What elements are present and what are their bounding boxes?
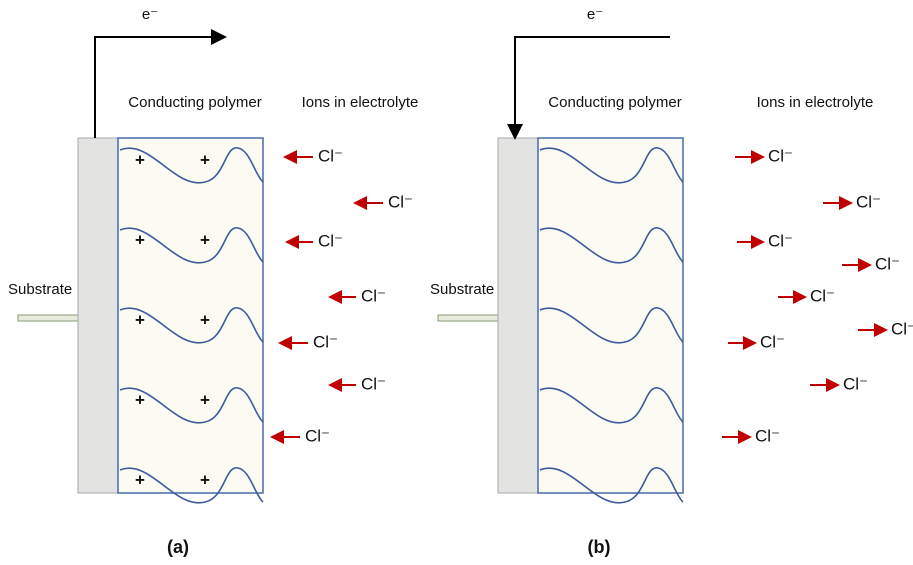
ion: Cl⁻ xyxy=(361,286,386,305)
polymer-chain xyxy=(119,227,264,264)
substrate-label: Substrate xyxy=(430,281,494,298)
ions-title: Ions in electrolyte xyxy=(757,94,874,111)
charge: + xyxy=(200,230,210,249)
ion: Cl⁻ xyxy=(305,426,330,445)
substrate xyxy=(77,137,119,494)
panel-label: (a) xyxy=(167,537,189,557)
charge: + xyxy=(135,230,145,249)
ion: Cl⁻ xyxy=(810,286,835,305)
polymer-chain xyxy=(119,467,264,504)
ion: Cl⁻ xyxy=(768,231,793,250)
ion: Cl⁻ xyxy=(755,426,780,445)
charge: + xyxy=(135,310,145,329)
polymer-chain xyxy=(539,307,684,344)
polymer-box xyxy=(537,137,684,494)
ion: Cl⁻ xyxy=(388,192,413,211)
charge: + xyxy=(135,470,145,489)
ion: Cl⁻ xyxy=(361,374,386,393)
substrate xyxy=(497,137,539,494)
polymer-chain xyxy=(119,307,264,344)
electron-label: e⁻ xyxy=(587,6,603,23)
charge: + xyxy=(200,470,210,489)
substrate-label: Substrate xyxy=(8,281,72,298)
ion: Cl⁻ xyxy=(318,146,343,165)
charge: + xyxy=(200,150,210,169)
charge: + xyxy=(135,150,145,169)
substrate-lead xyxy=(17,314,79,322)
panel-label: (b) xyxy=(588,537,611,557)
polymer-title: Conducting polymer xyxy=(128,94,261,111)
polymer-chain xyxy=(119,387,264,424)
ion: Cl⁻ xyxy=(313,332,338,351)
ion: Cl⁻ xyxy=(318,231,343,250)
ions-title: Ions in electrolyte xyxy=(302,94,419,111)
polymer-title: Conducting polymer xyxy=(548,94,681,111)
substrate-lead xyxy=(437,314,499,322)
charge: + xyxy=(200,310,210,329)
electron-label: e⁻ xyxy=(142,6,158,23)
charge: + xyxy=(135,390,145,409)
ion: Cl⁻ xyxy=(875,254,900,273)
charge: + xyxy=(200,390,210,409)
wire xyxy=(94,29,227,138)
polymer-chain xyxy=(539,467,684,504)
polymer-chain xyxy=(539,227,684,264)
polymer-chain xyxy=(539,387,684,424)
ion: Cl⁻ xyxy=(760,332,785,351)
polymer-chain xyxy=(539,147,684,184)
polymer-chain xyxy=(119,147,264,184)
polymer-box xyxy=(117,137,264,494)
wire xyxy=(507,36,670,140)
ion: Cl⁻ xyxy=(891,319,913,338)
ion: Cl⁻ xyxy=(768,146,793,165)
ion: Cl⁻ xyxy=(843,374,868,393)
ion: Cl⁻ xyxy=(856,192,881,211)
